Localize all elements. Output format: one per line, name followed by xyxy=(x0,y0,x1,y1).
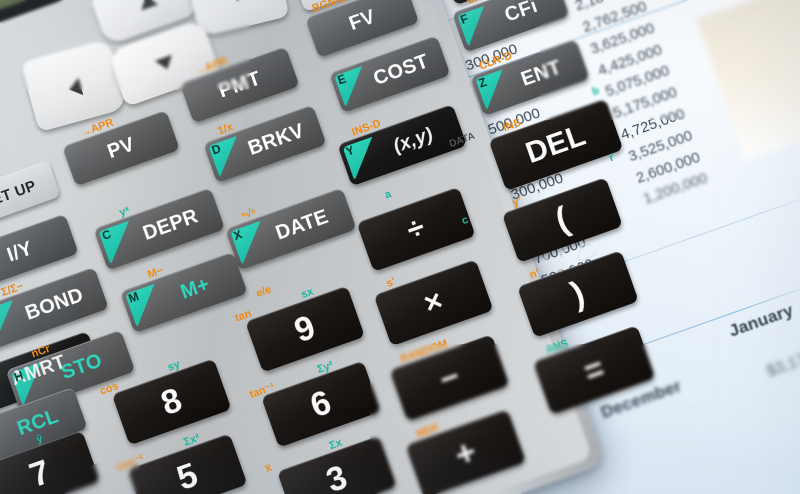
key-label: BOND xyxy=(22,283,87,325)
key-label: 7 xyxy=(24,452,56,494)
key-label: DEPR xyxy=(139,204,201,245)
month-header-january: January xyxy=(727,300,796,341)
key-label: 3 xyxy=(321,457,353,494)
arrow-up-icon xyxy=(137,0,159,11)
key-label: PV xyxy=(104,132,138,163)
key-label: PMT xyxy=(215,66,264,103)
key-label: BRKV xyxy=(245,119,307,160)
month-label: January xyxy=(726,300,796,341)
key-label: FV xyxy=(346,5,379,35)
key-label: 5 xyxy=(172,455,203,494)
arrow-right-icon xyxy=(222,0,239,5)
key-label: ÷ xyxy=(402,210,430,248)
key-label: (x,y) xyxy=(390,124,436,158)
key-label: STO xyxy=(58,349,105,384)
key-label: = xyxy=(579,349,610,390)
key-label: × xyxy=(419,283,448,321)
cell-value: $3,175,000 xyxy=(764,337,800,381)
key-label: COST xyxy=(370,49,432,90)
key-label: I/Y xyxy=(4,236,36,267)
key-label: DATE xyxy=(272,205,332,245)
key-label: 8 xyxy=(156,380,187,423)
key-label: ( xyxy=(550,199,574,240)
key-label: 9 xyxy=(289,307,321,350)
key-label: DEL xyxy=(521,118,590,171)
arrow-left-icon xyxy=(66,77,84,99)
key-label: CFi xyxy=(501,0,541,27)
financial-calculator[interactable]: ON/C TAB Exp C.A MODE 360/ACT COMP SET U… xyxy=(0,0,656,494)
key-chip xyxy=(0,418,11,462)
bottom-first-value: $3,175,000 xyxy=(765,338,800,382)
key-label: ) xyxy=(565,273,590,314)
arrow-down-icon xyxy=(154,54,176,73)
key-label: M+ xyxy=(177,272,213,304)
key-label: 6 xyxy=(305,382,337,425)
key-label: ENT xyxy=(518,55,565,91)
key-label: − xyxy=(434,357,465,398)
key-label: + xyxy=(449,431,482,475)
key-chip xyxy=(0,300,25,345)
